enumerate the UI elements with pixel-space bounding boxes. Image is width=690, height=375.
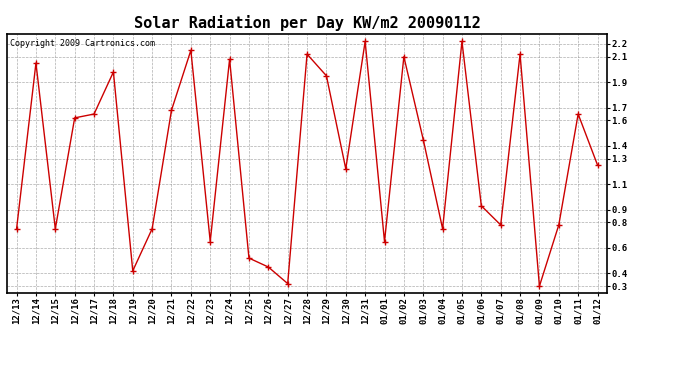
Title: Solar Radiation per Day KW/m2 20090112: Solar Radiation per Day KW/m2 20090112: [134, 15, 480, 31]
Text: Copyright 2009 Cartronics.com: Copyright 2009 Cartronics.com: [10, 39, 155, 48]
